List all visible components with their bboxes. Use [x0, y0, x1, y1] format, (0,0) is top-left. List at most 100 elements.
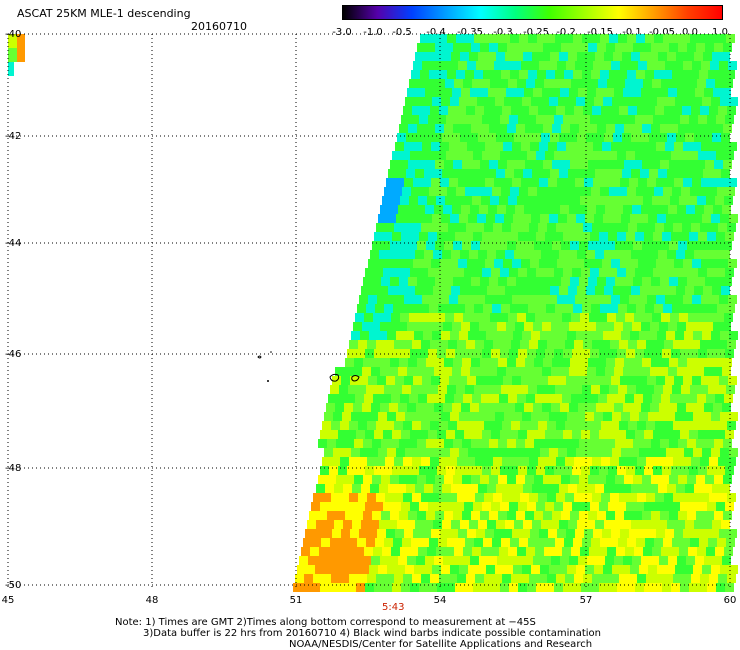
swath-cell — [687, 277, 696, 286]
swath-cell — [668, 403, 677, 412]
swath-cell — [420, 187, 429, 196]
swath-cell — [351, 448, 360, 457]
swath-cell — [424, 133, 433, 142]
swath-cell — [489, 43, 498, 52]
swath-cell — [513, 412, 522, 421]
swath-cell — [511, 106, 520, 115]
swath-cell — [537, 385, 546, 394]
swath-cell — [563, 268, 572, 277]
swath-cell — [412, 457, 421, 466]
lat-label: -44 — [5, 238, 22, 249]
swath-cell — [386, 178, 395, 187]
swath-cell — [688, 79, 697, 88]
swath-cell — [562, 313, 571, 322]
swath-cell — [491, 349, 500, 358]
swath-cell — [413, 259, 422, 268]
swath-cell — [556, 421, 565, 430]
swath-cell — [626, 502, 635, 511]
swath-cell — [462, 277, 471, 286]
swath-cell — [390, 511, 399, 520]
swath-cell — [433, 52, 442, 61]
swath-cell — [719, 529, 728, 538]
swath-cell — [712, 520, 721, 529]
swath-cell — [617, 466, 626, 475]
swath-cell — [583, 340, 592, 349]
swath-cell — [557, 178, 566, 187]
swath-cell — [668, 556, 677, 565]
swath-cell — [391, 547, 400, 556]
swath-cell — [695, 205, 704, 214]
swath-cell — [496, 52, 505, 61]
swath-cell — [658, 286, 667, 295]
swath-cell — [325, 484, 334, 493]
swath-cell — [664, 457, 673, 466]
swath-cell — [617, 430, 626, 439]
lon-label: 60 — [723, 595, 737, 606]
swath-cell — [405, 331, 414, 340]
swath-cell — [491, 232, 500, 241]
swath-cell — [453, 241, 462, 250]
swath-cell — [705, 124, 714, 133]
swath-cell — [429, 34, 438, 43]
swath-cell — [469, 133, 478, 142]
swath-cell — [598, 79, 607, 88]
swath-cell — [544, 313, 553, 322]
swath-cell — [608, 232, 617, 241]
swath-cell — [527, 466, 536, 475]
swath-cell — [400, 313, 409, 322]
swath-cell — [642, 439, 651, 448]
swath-cell — [363, 511, 372, 520]
swath-cell — [640, 52, 649, 61]
swath-cell — [609, 70, 618, 79]
swath-cell — [347, 502, 356, 511]
swath-cell — [407, 322, 416, 331]
swath-cell — [473, 115, 482, 124]
swath-cell — [443, 205, 452, 214]
swath-cell — [381, 358, 390, 367]
swath-cell — [372, 439, 381, 448]
swath-cell — [533, 556, 542, 565]
swath-cell — [377, 376, 386, 385]
swath-cell — [612, 412, 621, 421]
swath-cell — [482, 502, 491, 511]
swath-cell — [604, 286, 613, 295]
swath-cell — [434, 322, 443, 331]
swath-cell — [434, 556, 443, 565]
swath-cell — [469, 169, 478, 178]
swath-cell — [401, 502, 410, 511]
swath-cell — [606, 511, 615, 520]
swath-cell — [543, 439, 552, 448]
swath-cell — [467, 295, 476, 304]
swath-cell — [547, 421, 556, 430]
swath-cell — [506, 367, 515, 376]
swath-cell — [375, 538, 384, 547]
swath-cell — [520, 421, 529, 430]
lon-label: 48 — [145, 595, 159, 606]
swath-cell — [454, 394, 463, 403]
swath-cell — [370, 250, 379, 259]
swath-cell — [478, 520, 487, 529]
swath-cell — [621, 565, 630, 574]
swath-cell — [662, 115, 671, 124]
swath-cell — [338, 430, 347, 439]
swath-cell — [669, 43, 678, 52]
swath-cell — [474, 304, 483, 313]
swath-cell — [635, 115, 644, 124]
swath-cell — [434, 403, 443, 412]
swath-cell — [407, 205, 416, 214]
swath-cell — [670, 547, 679, 556]
swath-cell — [642, 277, 651, 286]
swath-cell — [607, 79, 616, 88]
swath-cell — [354, 439, 363, 448]
swath-cell — [494, 376, 503, 385]
swath-cell — [351, 565, 360, 574]
swath-cell — [469, 286, 478, 295]
swath-cell — [612, 331, 621, 340]
swath-cell — [525, 160, 534, 169]
swath-cell — [474, 538, 483, 547]
swath-cell — [418, 394, 427, 403]
swath-cell — [525, 475, 534, 484]
swath-cell — [408, 358, 417, 367]
swath-cell — [303, 538, 312, 547]
